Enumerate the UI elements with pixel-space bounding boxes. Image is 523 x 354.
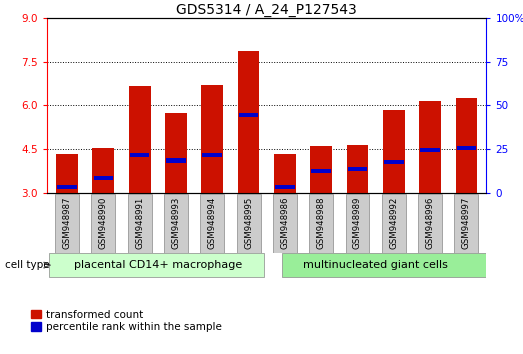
Text: placental CD14+ macrophage: placental CD14+ macrophage <box>74 260 242 270</box>
Bar <box>94 176 113 180</box>
Bar <box>419 101 441 193</box>
Bar <box>311 169 331 173</box>
Bar <box>454 194 479 252</box>
Text: GSM948995: GSM948995 <box>244 197 253 249</box>
Bar <box>200 194 224 252</box>
Bar <box>57 184 77 189</box>
Title: GDS5314 / A_24_P127543: GDS5314 / A_24_P127543 <box>176 3 357 17</box>
Bar <box>383 110 405 193</box>
Text: GSM948993: GSM948993 <box>172 197 180 249</box>
Bar <box>347 145 368 193</box>
Text: multinucleated giant cells: multinucleated giant cells <box>303 260 448 270</box>
Text: GSM948988: GSM948988 <box>317 197 326 249</box>
Bar <box>382 194 406 252</box>
Bar <box>165 113 187 193</box>
Text: GSM948994: GSM948994 <box>208 197 217 249</box>
Bar <box>201 85 223 193</box>
Bar <box>309 194 333 252</box>
Bar <box>93 148 114 193</box>
Bar <box>418 194 442 252</box>
Bar <box>239 113 258 117</box>
Bar <box>274 154 296 193</box>
Bar <box>420 148 440 152</box>
Text: cell type: cell type <box>5 260 50 270</box>
Bar <box>275 184 294 189</box>
Bar <box>166 158 186 163</box>
Bar <box>384 160 404 165</box>
Bar <box>202 153 222 158</box>
Bar <box>49 253 264 278</box>
Bar <box>273 194 297 252</box>
Bar <box>55 194 79 252</box>
Text: GSM948990: GSM948990 <box>99 197 108 249</box>
Bar <box>282 253 500 278</box>
Bar <box>456 98 477 193</box>
Bar <box>56 154 78 193</box>
Bar <box>164 194 188 252</box>
Bar <box>129 86 151 193</box>
Bar <box>237 51 259 193</box>
Text: GSM948997: GSM948997 <box>462 197 471 249</box>
Text: GSM948992: GSM948992 <box>389 197 399 249</box>
Legend: transformed count, percentile rank within the sample: transformed count, percentile rank withi… <box>31 310 222 332</box>
Bar <box>92 194 116 252</box>
Bar <box>457 146 476 150</box>
Text: GSM948987: GSM948987 <box>63 197 72 249</box>
Bar <box>348 167 367 171</box>
Bar <box>130 153 150 158</box>
Text: GSM948989: GSM948989 <box>353 197 362 249</box>
Text: GSM948986: GSM948986 <box>280 197 289 249</box>
Text: GSM948996: GSM948996 <box>426 197 435 249</box>
Text: GSM948991: GSM948991 <box>135 197 144 249</box>
Bar <box>346 194 369 252</box>
Bar <box>128 194 152 252</box>
Bar <box>236 194 260 252</box>
Bar <box>310 146 332 193</box>
